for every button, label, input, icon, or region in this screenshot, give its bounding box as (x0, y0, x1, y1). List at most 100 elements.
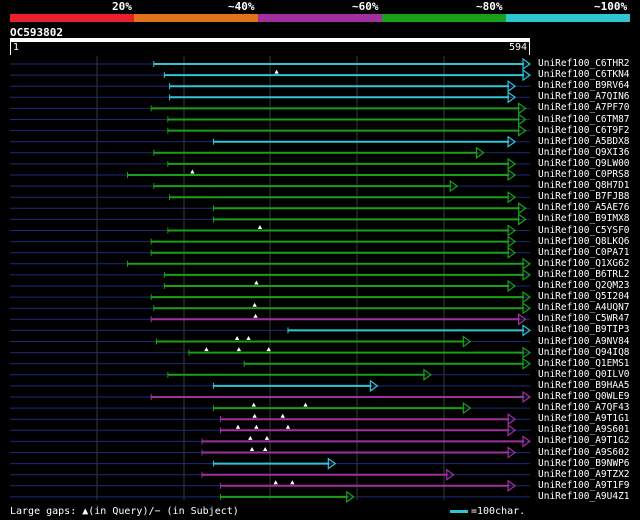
hit-end-arrow (507, 91, 517, 104)
hit-row[interactable] (10, 401, 530, 415)
hit-label[interactable]: UniRef100_C6T9F2 (538, 124, 630, 136)
hit-row[interactable] (10, 113, 530, 126)
hit-label[interactable]: UniRef100_Q8H7D1 (538, 180, 630, 192)
hit-row[interactable] (10, 257, 532, 270)
hit-end-arrow (518, 113, 527, 126)
hit-row[interactable] (10, 91, 530, 104)
hit-label[interactable]: UniRef100_Q9XI36 (538, 146, 630, 158)
hit-label[interactable]: UniRef100_B6TRL2 (538, 268, 630, 280)
hit-row[interactable] (10, 246, 530, 259)
query-gap-marker (257, 225, 263, 229)
query-gap-marker (254, 280, 259, 285)
hit-label[interactable]: UniRef100_A9T1G1 (538, 413, 630, 425)
hit-label[interactable]: UniRef100_B7FJB8 (538, 191, 630, 203)
hit-label[interactable]: UniRef100_A9S602 (538, 446, 630, 458)
hit-label[interactable]: UniRef100_B9TIP3 (538, 324, 630, 336)
hit-row[interactable] (10, 413, 530, 426)
hit-end-arrow (507, 224, 517, 237)
hit-row[interactable] (10, 102, 530, 115)
hit-row[interactable] (10, 213, 530, 226)
hit-row[interactable] (10, 279, 530, 293)
hit-label[interactable]: UniRef100_A9T1F9 (538, 479, 630, 491)
query-gap-marker (204, 347, 209, 352)
hit-label[interactable]: UniRef100_C6TKN4 (538, 69, 630, 81)
query-gap-marker (273, 480, 278, 485)
hit-row[interactable] (10, 435, 532, 448)
gap-legend: Large gaps: ▲(in Query)/− (in Subject) (10, 506, 239, 517)
hit-row[interactable] (10, 268, 532, 282)
hit-end-arrow (507, 413, 517, 426)
hit-label[interactable]: UniRef100_A9U4Z1 (538, 490, 630, 502)
hit-label[interactable]: UniRef100_Q0WLE9 (538, 391, 630, 402)
hit-row[interactable] (10, 157, 530, 171)
hit-label[interactable]: UniRef100_C6THR2 (538, 58, 630, 69)
hit-row[interactable] (10, 124, 530, 137)
hit-row[interactable] (10, 390, 532, 404)
hit-row[interactable] (10, 168, 530, 182)
hit-row[interactable] (10, 191, 530, 204)
hit-label[interactable]: UniRef100_Q2QM23 (538, 280, 630, 291)
hit-row[interactable] (10, 357, 532, 370)
hit-end-arrow (507, 446, 517, 459)
hit-row[interactable] (10, 302, 532, 315)
query-gap-marker (236, 347, 242, 352)
hit-label[interactable]: UniRef100_B9NWP6 (538, 457, 630, 469)
hit-row[interactable] (10, 80, 530, 93)
hit-row[interactable] (10, 446, 530, 459)
hit-row[interactable] (10, 313, 530, 326)
hit-label[interactable]: UniRef100_C0PRS8 (538, 169, 630, 180)
legend-label-40: ~40% (228, 0, 255, 13)
hit-row[interactable] (10, 179, 530, 193)
hit-row[interactable] (10, 290, 532, 304)
hit-row[interactable] (10, 490, 530, 504)
legend-segment-5 (506, 14, 630, 22)
hit-label[interactable]: UniRef100_A7PF70 (538, 102, 630, 114)
query-id: OC593802 (10, 26, 63, 39)
hit-label[interactable]: UniRef100_C6TM87 (538, 113, 630, 125)
hit-row[interactable] (10, 57, 532, 71)
hit-end-arrow (507, 235, 517, 248)
scale-key-label: =100char. (471, 506, 526, 517)
hit-label[interactable]: UniRef100_B9IMX8 (538, 213, 630, 225)
hit-label[interactable]: UniRef100_A9T1G2 (538, 435, 630, 447)
hit-row[interactable] (10, 335, 530, 348)
hit-label[interactable]: UniRef100_A7QF43 (538, 402, 630, 414)
hit-label[interactable]: UniRef100_Q1EMS1 (538, 357, 630, 369)
hit-row[interactable] (10, 224, 530, 237)
hit-label[interactable]: UniRef100_C5YSF0 (538, 224, 630, 236)
hit-row[interactable] (10, 468, 530, 481)
hit-row[interactable] (10, 324, 532, 337)
hit-label[interactable]: UniRef100_C0PA71 (538, 246, 630, 258)
hit-row[interactable] (10, 457, 530, 470)
query-gap-marker (252, 413, 257, 418)
hit-label[interactable]: UniRef100_A7QIN6 (538, 91, 630, 103)
hit-row[interactable] (10, 346, 532, 359)
query-end-tick (529, 42, 530, 55)
query-start-tick (10, 42, 11, 55)
hit-label[interactable]: UniRef100_A9NV84 (538, 335, 630, 347)
hit-row[interactable] (10, 479, 530, 492)
hit-row[interactable] (10, 202, 530, 215)
hit-row[interactable] (10, 379, 530, 393)
hit-label[interactable]: UniRef100_B9RV64 (538, 80, 630, 92)
hit-label[interactable]: UniRef100_Q1XG62 (538, 257, 630, 269)
hit-row[interactable] (10, 424, 530, 437)
hit-label[interactable]: UniRef100_B9HAA5 (538, 379, 630, 391)
query-end-position: 594 (509, 42, 528, 53)
hit-row[interactable] (10, 368, 530, 381)
hit-row[interactable] (10, 235, 530, 248)
hit-row[interactable] (10, 135, 530, 148)
hit-label[interactable]: UniRef100_Q94IQ8 (538, 346, 630, 358)
hit-row[interactable] (10, 146, 530, 159)
hit-label[interactable]: UniRef100_Q9LW00 (538, 157, 630, 169)
hit-label[interactable]: UniRef100_Q8LKQ6 (538, 235, 630, 247)
hit-label[interactable]: UniRef100_A9S601 (538, 424, 630, 436)
hit-label[interactable]: UniRef100_Q0ILV0 (538, 368, 630, 380)
hit-label[interactable]: UniRef100_C5WR47 (538, 313, 630, 325)
hit-row[interactable] (10, 68, 532, 82)
hit-label[interactable]: UniRef100_A9TZX2 (538, 468, 630, 480)
hit-label[interactable]: UniRef100_A5BDX8 (538, 135, 630, 147)
hit-label[interactable]: UniRef100_Q5I204 (538, 291, 630, 303)
hit-label[interactable]: UniRef100_A5AE76 (538, 202, 630, 214)
hit-label[interactable]: UniRef100_A4UQN7 (538, 302, 630, 314)
